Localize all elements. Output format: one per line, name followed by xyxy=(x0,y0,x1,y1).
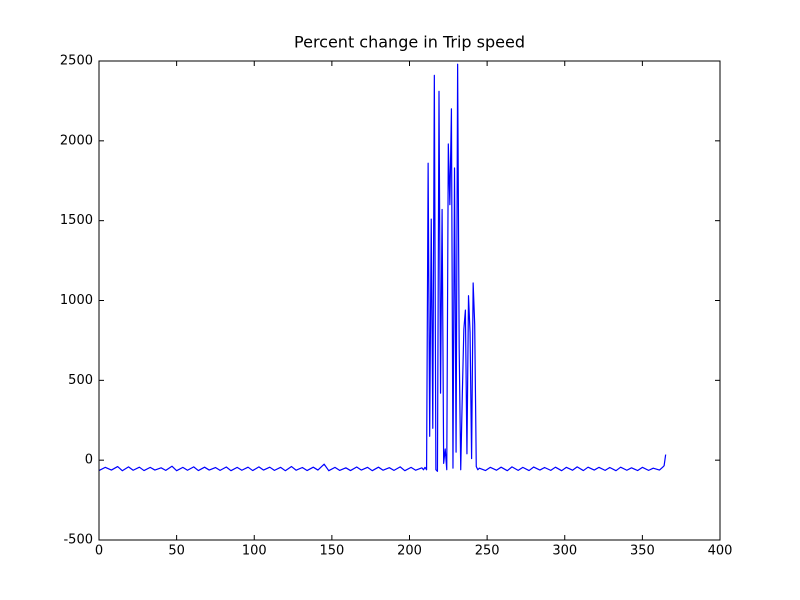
x-tick-label: 250 xyxy=(475,544,500,559)
chart-title: Percent change in Trip speed xyxy=(294,33,525,52)
x-tick-label: 400 xyxy=(708,544,733,559)
x-tick-label: 100 xyxy=(242,544,267,559)
x-tick-label: 300 xyxy=(552,544,577,559)
x-tick-label: 0 xyxy=(95,544,103,559)
x-tick-label: 350 xyxy=(630,544,655,559)
y-tick-label: 500 xyxy=(68,373,93,388)
data-line xyxy=(98,63,667,472)
x-tick-label: 150 xyxy=(319,544,344,559)
x-tick-label: 50 xyxy=(168,544,185,559)
y-tick-label: 0 xyxy=(85,453,93,468)
y-tick-label: 1500 xyxy=(60,213,93,228)
y-tick-label: -500 xyxy=(63,533,93,548)
y-tick-label: 2000 xyxy=(60,133,93,148)
x-tick-label: 200 xyxy=(397,544,422,559)
y-tick-label: 2500 xyxy=(60,54,93,69)
y-tick-label: 1000 xyxy=(60,293,93,308)
plot-frame xyxy=(98,60,721,541)
